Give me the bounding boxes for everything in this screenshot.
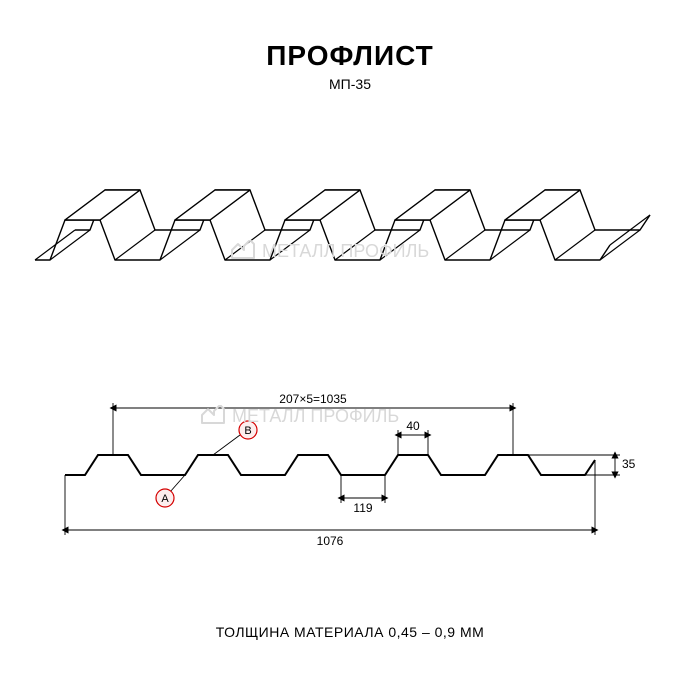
- watermark-logo-icon: [230, 240, 256, 262]
- page-subtitle: МП-35: [0, 76, 700, 92]
- watermark-1: МЕТАЛЛ ПРОФИЛЬ: [230, 240, 429, 262]
- watermark-logo-icon: [200, 405, 226, 427]
- page: ПРОФЛИСТ МП-35: [0, 0, 700, 700]
- dim-pitch-total: 207×5=1035: [279, 392, 347, 406]
- watermark-text: МЕТАЛЛ ПРОФИЛЬ: [262, 241, 429, 262]
- dim-pitch: 119: [353, 501, 372, 515]
- dim-overall-width: 1076: [317, 534, 344, 548]
- header: ПРОФЛИСТ МП-35: [0, 40, 700, 92]
- isometric-profile-view: [30, 150, 670, 310]
- watermark-text: МЕТАЛЛ ПРОФИЛЬ: [232, 406, 399, 427]
- side-label-a: A: [156, 475, 185, 507]
- footer-thickness: ТОЛЩИНА МАТЕРИАЛА 0,45 – 0,9 ММ: [0, 624, 700, 640]
- svg-text:A: A: [161, 493, 169, 505]
- isometric-svg: [30, 150, 670, 310]
- dim-top-width: 40: [406, 419, 420, 433]
- dim-height: 35: [622, 457, 636, 471]
- watermark-2: МЕТАЛЛ ПРОФИЛЬ: [200, 405, 399, 427]
- page-title: ПРОФЛИСТ: [0, 40, 700, 72]
